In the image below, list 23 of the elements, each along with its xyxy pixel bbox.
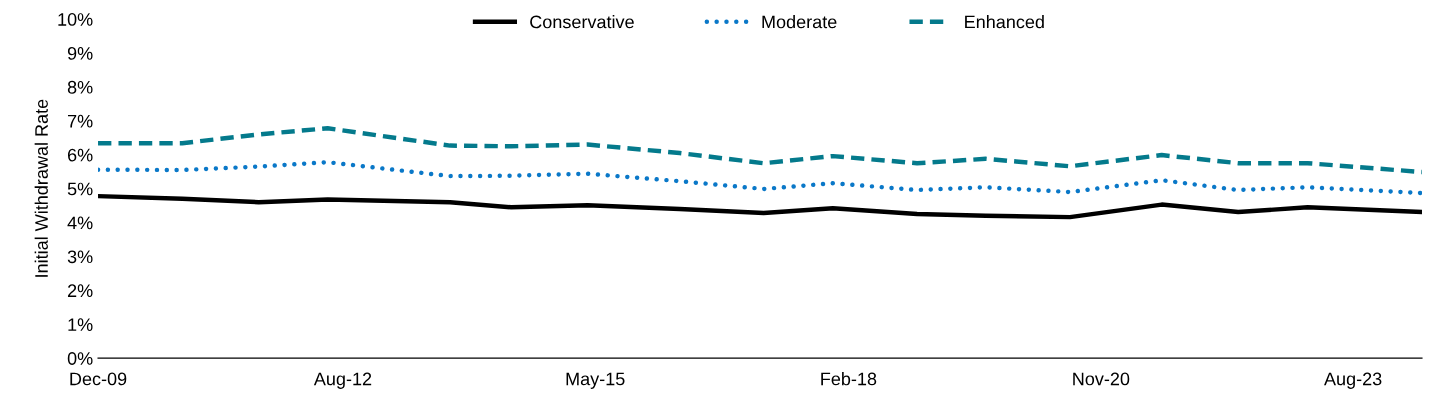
legend-label: Enhanced xyxy=(965,15,1044,29)
x-tick-label: Nov-20 xyxy=(1073,372,1130,386)
y-tick-label: 6% xyxy=(67,148,93,162)
legend-label: Moderate xyxy=(762,15,837,29)
x-tick-label: Aug-12 xyxy=(313,372,372,389)
y-tick-label: 7% xyxy=(68,114,93,128)
x-tick-label: Aug-23 xyxy=(1324,372,1382,389)
y-tick-label: 2% xyxy=(67,284,93,297)
line-series xyxy=(98,193,1422,220)
y-tick-label: 4% xyxy=(67,216,93,230)
legend-label: Conservative xyxy=(530,15,634,29)
y-tick-label: 8% xyxy=(67,80,93,94)
x-tick-label: Dec-09 xyxy=(70,372,127,386)
y-tick-label: 0% xyxy=(67,352,93,365)
x-tick-label: May-15 xyxy=(566,372,625,389)
y-tick-label: 3% xyxy=(67,250,93,264)
y-tick-label: 10% xyxy=(58,13,93,26)
y-tick-label: 9% xyxy=(67,46,93,60)
y-tick-label: 5% xyxy=(67,182,93,196)
line-series xyxy=(98,159,1422,196)
x-tick-label: Feb-18 xyxy=(821,372,877,386)
y-tick-label: 1% xyxy=(68,318,93,331)
y-axis-title: Initial Withdrawal Rate xyxy=(34,99,48,277)
